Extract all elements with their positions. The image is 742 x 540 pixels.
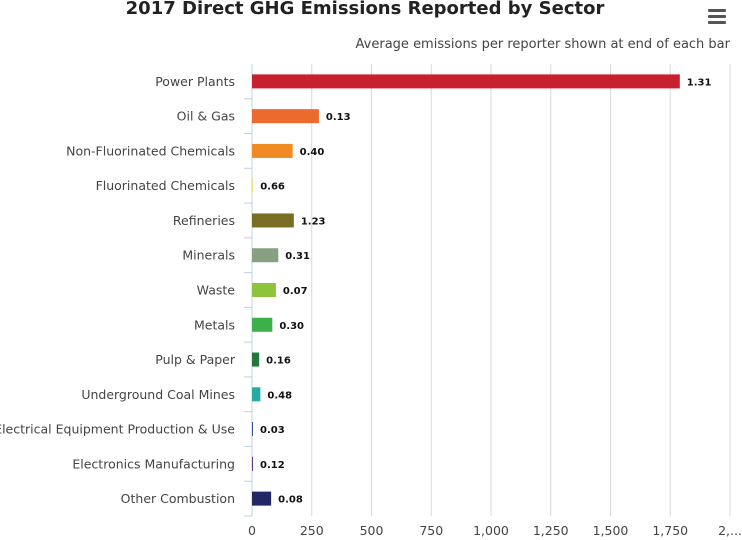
data-labels: 1.31 0.13 0.40 0.66 1.23 0.31 0.07 0.30 0.16 0.48… bbox=[260, 77, 712, 505]
data-label: 0.07 bbox=[283, 286, 308, 297]
category-label: Non-Fluorinated Chemicals bbox=[66, 143, 235, 158]
category-label: Fluorinated Chemicals bbox=[96, 178, 235, 193]
bar[interactable] bbox=[252, 143, 293, 158]
bar[interactable] bbox=[252, 387, 261, 402]
data-label: 0.30 bbox=[279, 321, 304, 332]
x-tick-label: 2,... bbox=[718, 523, 742, 538]
category-label: Minerals bbox=[182, 248, 235, 263]
category-label: Oil & Gas bbox=[177, 109, 235, 124]
data-label: 1.23 bbox=[301, 216, 326, 227]
x-tick-label: 750 bbox=[419, 523, 443, 538]
bar[interactable] bbox=[252, 74, 680, 89]
data-label: 0.13 bbox=[326, 112, 351, 123]
data-label: 0.31 bbox=[285, 251, 310, 262]
data-label: 0.16 bbox=[266, 356, 291, 367]
bars bbox=[252, 74, 680, 506]
x-tick-label: 1,250 bbox=[533, 523, 569, 538]
category-label: Electronics Manufacturing bbox=[72, 456, 235, 471]
bar[interactable] bbox=[252, 248, 279, 263]
data-label: 0.66 bbox=[260, 182, 285, 193]
bar[interactable] bbox=[252, 283, 276, 297]
data-label: 0.12 bbox=[260, 460, 285, 471]
data-label: 0.40 bbox=[300, 147, 325, 158]
category-label: Other Combustion bbox=[121, 491, 235, 506]
category-label: Power Plants bbox=[155, 74, 235, 89]
bar[interactable] bbox=[252, 456, 253, 471]
data-label: 0.08 bbox=[278, 495, 303, 506]
x-axis-ticks: 0 250 500 750 1,000 1,250 1,500 1,750 2,... bbox=[248, 523, 742, 538]
bar[interactable] bbox=[252, 491, 272, 506]
category-label: Pulp & Paper bbox=[155, 352, 236, 367]
x-tick-label: 1,000 bbox=[473, 523, 509, 538]
category-label: Refineries bbox=[173, 213, 235, 228]
bar[interactable] bbox=[252, 178, 254, 193]
x-tick-label: 250 bbox=[300, 523, 324, 538]
grid-lines bbox=[244, 64, 731, 517]
category-label: Electrical Equipment Production & Use bbox=[0, 422, 235, 437]
data-label: 1.31 bbox=[687, 77, 712, 88]
category-label: Underground Coal Mines bbox=[81, 387, 235, 402]
bar[interactable] bbox=[252, 422, 253, 437]
data-label: 0.48 bbox=[267, 390, 292, 401]
category-label: Metals bbox=[194, 317, 235, 332]
data-label: 0.03 bbox=[260, 425, 285, 436]
x-tick-label: 500 bbox=[360, 523, 384, 538]
chart-subtitle: Average emissions per reporter shown at … bbox=[355, 37, 730, 52]
bar[interactable] bbox=[252, 317, 273, 332]
x-tick-label: 0 bbox=[248, 523, 256, 538]
chart-title: 2017 Direct GHG Emissions Reported by Se… bbox=[125, 0, 605, 19]
bar[interactable] bbox=[252, 352, 260, 367]
hamburger-menu-icon[interactable] bbox=[706, 6, 728, 26]
bar[interactable] bbox=[252, 109, 319, 124]
category-label: Waste bbox=[197, 283, 236, 298]
x-tick-label: 1,750 bbox=[652, 523, 688, 538]
category-labels: Power Plants Oil & Gas Non-Fluorinated Che… bbox=[0, 74, 236, 506]
bar[interactable] bbox=[252, 213, 294, 228]
x-tick-label: 1,500 bbox=[593, 523, 629, 538]
